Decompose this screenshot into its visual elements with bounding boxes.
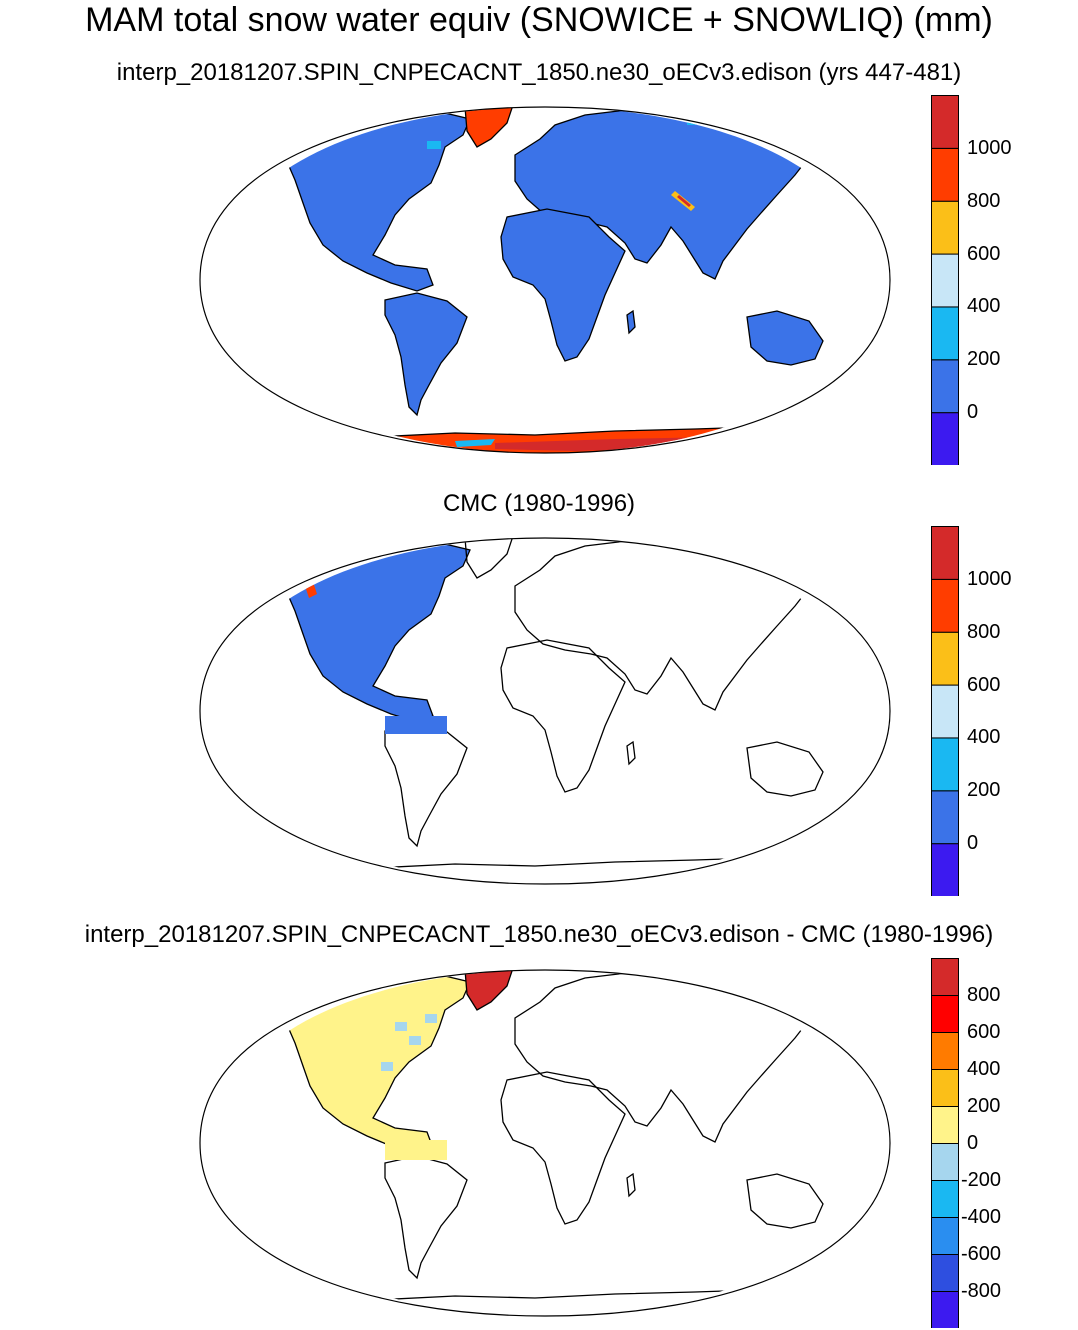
map-border	[199, 969, 891, 1317]
land-madagascar	[626, 1172, 636, 1198]
land-greenland	[464, 970, 514, 1011]
land-samerica	[384, 292, 468, 417]
colorbar-label: 200	[967, 1095, 1001, 1117]
snow-patch	[427, 141, 441, 149]
colorbar-swatches	[931, 958, 959, 1328]
colorbar-label: -200	[961, 1169, 1002, 1191]
colorbar-label: -800	[961, 1280, 1002, 1302]
colorbar-label: -400	[961, 1206, 1002, 1228]
colorbar-swatch	[931, 95, 959, 149]
colorbar-swatch	[931, 995, 959, 1033]
map-obs	[199, 537, 891, 885]
diff-band	[385, 1140, 447, 1160]
snow-patch	[345, 121, 359, 129]
colorbar-swatch	[931, 1106, 959, 1144]
panel-title-obs: CMC (1980-1996)	[442, 490, 636, 517]
colorbar-swatch	[931, 1217, 959, 1255]
colorbar-swatches	[931, 526, 959, 896]
colorbar-swatches	[931, 95, 959, 465]
colorbar-swatch	[931, 790, 959, 845]
snow-patch	[755, 115, 769, 123]
land-namerica	[274, 107, 471, 292]
colorbar-label: 800	[967, 984, 1001, 1006]
colorbar-swatch	[931, 1143, 959, 1181]
antarctic-patch	[455, 439, 495, 447]
colorbar-label: 0	[967, 832, 979, 855]
colorbar-swatch	[931, 359, 959, 414]
diff-negative	[395, 1022, 407, 1031]
land-nz	[846, 1228, 858, 1256]
colorbar-label: 400	[967, 1058, 1001, 1080]
colorbar-swatch	[931, 631, 959, 686]
map-model	[199, 106, 891, 454]
diff-negative	[425, 1014, 437, 1023]
colorbar-swatch	[931, 147, 959, 202]
colorbar-label: 800	[967, 189, 1001, 212]
land-australia	[746, 310, 824, 366]
map-border	[199, 537, 891, 885]
colorbar-swatch	[931, 306, 959, 361]
land-australia	[746, 1173, 824, 1229]
land-africa	[500, 208, 626, 362]
land-samerica	[384, 723, 468, 848]
land-namerica	[274, 538, 471, 723]
colorbar-swatch	[931, 1254, 959, 1292]
tibet-snow-peak	[677, 195, 691, 207]
colorbar-label: 200	[967, 779, 1001, 802]
land-madagascar	[626, 740, 636, 766]
colorbar-label: 600	[967, 673, 1001, 696]
map-diff	[199, 969, 891, 1317]
colorbar-label: 600	[967, 242, 1001, 265]
colorbar-label: 0	[967, 401, 979, 424]
diff-negative	[409, 1036, 421, 1045]
colorbar-swatch	[931, 1032, 959, 1070]
colorbar-label: 0	[967, 1132, 979, 1154]
colorbar-swatch	[931, 412, 959, 465]
land-layer	[274, 107, 858, 453]
colorbar-label: 400	[967, 726, 1001, 749]
map-border	[199, 106, 891, 454]
colorbar-label: 800	[967, 620, 1001, 643]
land-namerica	[274, 970, 471, 1155]
main-title: MAM total snow water equiv (SNOWICE + SN…	[85, 1, 993, 39]
land-nz	[846, 365, 858, 393]
panel-title-diff: interp_20181207.SPIN_CNPECACNT_1850.ne30…	[84, 921, 994, 948]
colorbar-label: 200	[967, 348, 1001, 371]
land-madagascar	[626, 309, 636, 335]
colorbar-swatch	[931, 737, 959, 792]
colorbar-swatch	[931, 1291, 959, 1328]
colorbar-label: 400	[967, 295, 1001, 318]
panel-title-model: interp_20181207.SPIN_CNPECACNT_1850.ne30…	[116, 59, 962, 86]
colorbar-swatch	[931, 526, 959, 580]
land-greenland	[464, 538, 514, 579]
colorbar-swatch	[931, 578, 959, 633]
obs-band	[385, 716, 447, 734]
land-nz	[846, 796, 858, 824]
snow-patch	[315, 125, 329, 133]
land-australia	[746, 741, 824, 797]
colorbar-label: 1000	[967, 567, 1012, 590]
land-samerica	[384, 1155, 468, 1280]
land-greenland	[464, 107, 514, 148]
diff-negative	[381, 1062, 393, 1071]
colorbar-swatch	[931, 200, 959, 255]
land-africa	[500, 1071, 626, 1225]
land-africa	[500, 639, 626, 793]
colorbar-label: 1000	[967, 136, 1012, 159]
colorbar-swatch	[931, 958, 959, 996]
colorbar-label: 600	[967, 1021, 1001, 1043]
colorbar-swatch	[931, 1180, 959, 1218]
colorbar-swatch	[931, 843, 959, 896]
colorbar-swatch	[931, 1069, 959, 1107]
colorbar-swatch	[931, 684, 959, 739]
land-layer	[274, 538, 858, 884]
colorbar-label: -600	[961, 1243, 1002, 1265]
colorbar-swatch	[931, 253, 959, 308]
land-layer	[274, 970, 858, 1316]
